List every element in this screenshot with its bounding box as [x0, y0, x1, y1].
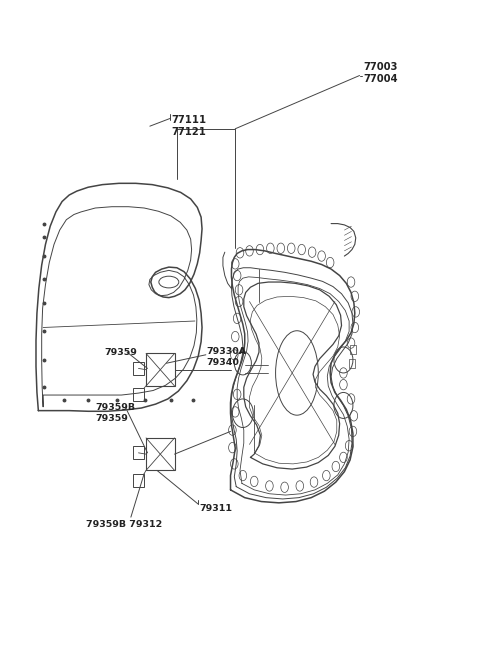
Text: 79311: 79311: [200, 504, 233, 513]
Text: 79359: 79359: [105, 348, 138, 357]
Bar: [133, 474, 144, 487]
Bar: [133, 388, 144, 401]
Bar: [133, 446, 144, 459]
Text: 79359B 79312: 79359B 79312: [86, 521, 162, 529]
Bar: [348, 360, 355, 368]
Text: 77111
77121: 77111 77121: [171, 115, 206, 138]
Text: 79359B
79359: 79359B 79359: [96, 403, 135, 423]
Bar: [133, 362, 144, 375]
Text: 79330A
79340: 79330A 79340: [207, 346, 247, 367]
Text: 77003
77004: 77003 77004: [363, 62, 398, 84]
Bar: [349, 345, 356, 354]
